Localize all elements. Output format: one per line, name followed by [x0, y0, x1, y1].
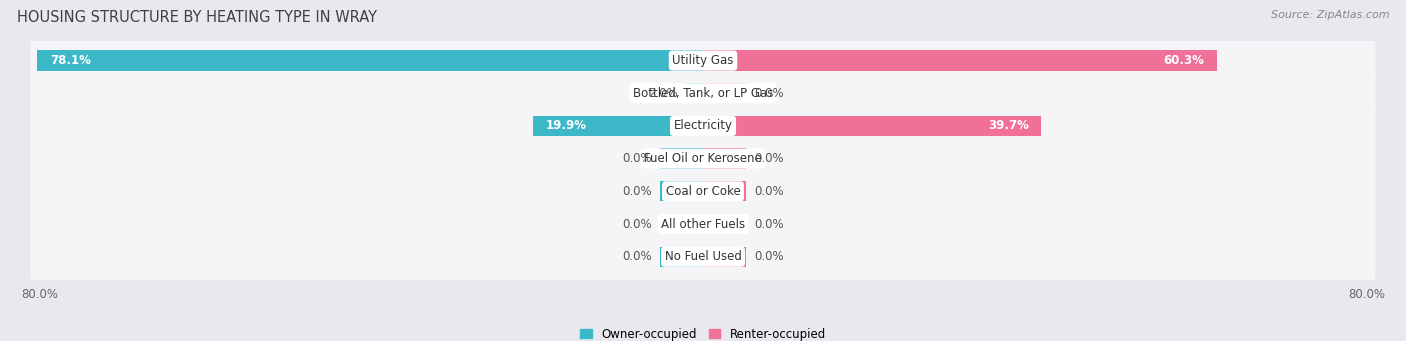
Bar	[703, 214, 745, 234]
Text: Fuel Oil or Kerosene: Fuel Oil or Kerosene	[644, 152, 762, 165]
Text: 60.3%: 60.3%	[1163, 54, 1204, 67]
Text: 0.0%: 0.0%	[623, 152, 652, 165]
Text: 39.7%: 39.7%	[988, 119, 1029, 132]
FancyBboxPatch shape	[31, 131, 1375, 186]
Bar	[686, 83, 703, 103]
Bar	[703, 116, 1042, 136]
Text: Electricity: Electricity	[673, 119, 733, 132]
Text: 0.0%: 0.0%	[623, 218, 652, 231]
FancyBboxPatch shape	[31, 66, 1375, 121]
Text: Bottled, Tank, or LP Gas: Bottled, Tank, or LP Gas	[633, 87, 773, 100]
Text: 0.0%: 0.0%	[754, 87, 783, 100]
Bar	[703, 181, 745, 202]
Text: 0.0%: 0.0%	[623, 250, 652, 263]
Text: Source: ZipAtlas.com: Source: ZipAtlas.com	[1271, 10, 1389, 20]
Legend: Owner-occupied, Renter-occupied: Owner-occupied, Renter-occupied	[579, 328, 827, 341]
Bar	[661, 181, 703, 202]
Text: 80.0%: 80.0%	[21, 288, 58, 301]
Text: 2.0%: 2.0%	[648, 87, 678, 100]
Text: All other Fuels: All other Fuels	[661, 218, 745, 231]
Bar	[661, 214, 703, 234]
Text: 80.0%: 80.0%	[1348, 288, 1385, 301]
FancyBboxPatch shape	[31, 99, 1375, 153]
Text: 78.1%: 78.1%	[51, 54, 91, 67]
Text: 0.0%: 0.0%	[754, 250, 783, 263]
FancyBboxPatch shape	[31, 33, 1375, 88]
Text: 0.0%: 0.0%	[623, 185, 652, 198]
Text: 0.0%: 0.0%	[754, 185, 783, 198]
Text: 19.9%: 19.9%	[546, 119, 588, 132]
Text: 0.0%: 0.0%	[754, 152, 783, 165]
FancyBboxPatch shape	[31, 164, 1375, 219]
Text: No Fuel Used: No Fuel Used	[665, 250, 741, 263]
Bar	[703, 50, 1218, 71]
Text: HOUSING STRUCTURE BY HEATING TYPE IN WRAY: HOUSING STRUCTURE BY HEATING TYPE IN WRA…	[17, 10, 377, 25]
FancyBboxPatch shape	[31, 229, 1375, 284]
Text: Utility Gas: Utility Gas	[672, 54, 734, 67]
Bar	[703, 148, 745, 169]
Bar	[703, 247, 745, 267]
Bar	[533, 116, 703, 136]
Bar	[38, 50, 703, 71]
FancyBboxPatch shape	[31, 196, 1375, 252]
Bar	[661, 247, 703, 267]
Bar	[661, 148, 703, 169]
Text: 0.0%: 0.0%	[754, 218, 783, 231]
Text: Coal or Coke: Coal or Coke	[665, 185, 741, 198]
Bar	[703, 83, 745, 103]
